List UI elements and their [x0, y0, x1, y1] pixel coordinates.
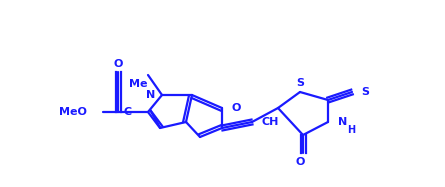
Text: O: O: [113, 59, 123, 69]
Text: N: N: [338, 117, 347, 127]
Text: MeO: MeO: [59, 107, 87, 117]
Text: Me: Me: [129, 79, 147, 89]
Text: O: O: [232, 103, 241, 113]
Text: S: S: [361, 87, 369, 97]
Text: S: S: [296, 78, 304, 88]
Text: N: N: [146, 90, 155, 100]
Text: CH: CH: [261, 117, 279, 127]
Text: H: H: [347, 125, 355, 135]
Text: C: C: [123, 107, 131, 117]
Text: O: O: [295, 157, 305, 167]
